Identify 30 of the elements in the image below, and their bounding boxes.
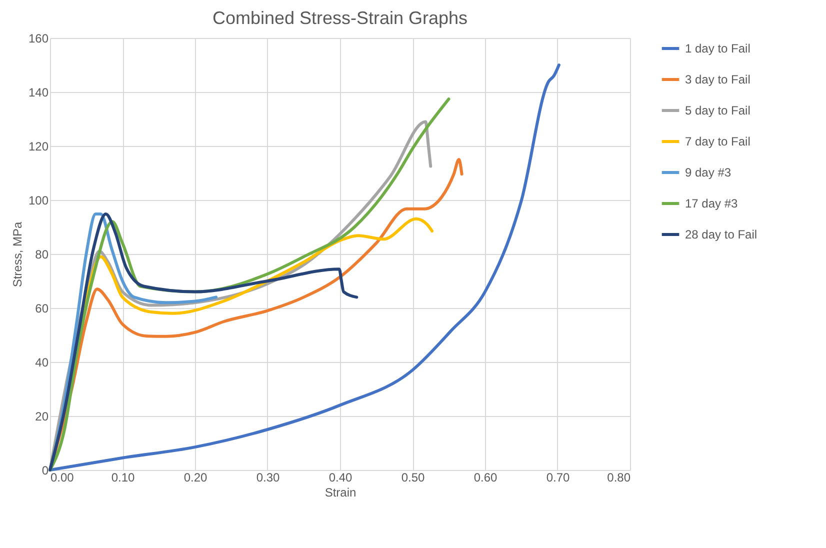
x-tick-label: 0.00 [50,470,74,484]
y-tick-label: 40 [35,356,49,370]
y-tick-label: 100 [28,194,49,208]
x-axis-title: Strain [324,486,356,500]
x-tick-label: 0.20 [184,470,208,484]
legend-label: 28 day to Fail [685,228,758,242]
y-tick-label: 120 [28,140,49,154]
x-tick-label: 0.40 [328,470,352,484]
legend-label: 9 day #3 [685,166,732,180]
y-tick-label: 140 [28,86,49,100]
y-tick-label: 20 [35,410,49,424]
y-tick-label: 80 [35,248,49,262]
legend-label: 17 day #3 [685,196,738,210]
y-tick-label: 160 [28,32,49,46]
y-tick-label: 60 [35,302,49,316]
x-tick-label: 0.60 [474,470,498,484]
legend-label: 7 day to Fail [685,134,750,148]
legend-label: 3 day to Fail [685,72,750,86]
line-series [48,212,358,472]
x-tick-label: 0.70 [546,470,570,484]
x-tick-label: 0.10 [111,470,135,484]
y-tick-label: 0 [42,464,49,478]
x-tick-label: 0.80 [607,470,631,484]
x-tick-label: 0.30 [256,470,280,484]
legend-label: 5 day to Fail [685,104,750,118]
x-tick-label: 0.50 [401,470,425,484]
chart-title: Combined Stress-Strain Graphs [212,8,468,28]
line-series [48,64,560,472]
y-axis-title: Stress, MPa [10,222,24,288]
legend-label: 1 day to Fail [685,42,750,56]
